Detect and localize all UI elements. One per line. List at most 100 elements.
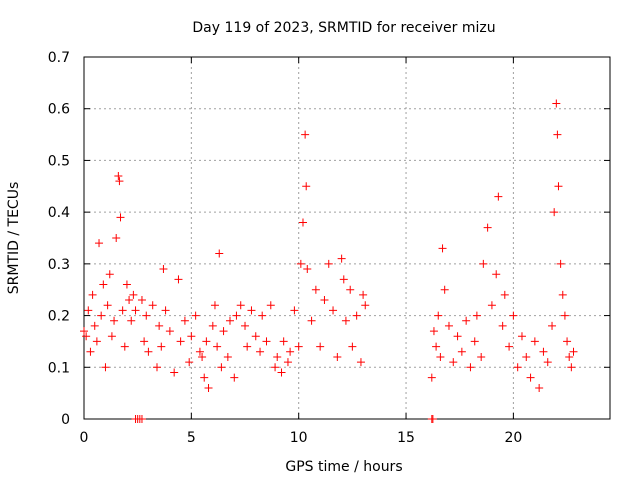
data-point xyxy=(565,352,574,361)
data-point xyxy=(127,316,136,325)
data-point xyxy=(204,383,213,392)
data-point xyxy=(115,177,124,186)
data-point xyxy=(320,296,329,305)
data-point xyxy=(432,342,441,351)
data-point xyxy=(440,285,449,294)
data-point xyxy=(241,321,250,330)
data-point xyxy=(215,249,224,258)
x-tick-label: 20 xyxy=(504,430,522,446)
data-point xyxy=(223,352,232,361)
data-point xyxy=(107,332,116,341)
data-point xyxy=(286,347,295,356)
y-tick-label: 0.1 xyxy=(48,360,70,376)
y-tick-label: 0.3 xyxy=(48,257,70,273)
data-point xyxy=(487,301,496,310)
data-point xyxy=(202,337,211,346)
data-point xyxy=(307,316,316,325)
data-point xyxy=(563,337,572,346)
x-axis-label: GPS time / hours xyxy=(285,459,402,475)
data-point xyxy=(200,373,209,382)
data-point xyxy=(438,244,447,253)
data-point xyxy=(316,342,325,351)
y-tick-label: 0.6 xyxy=(48,102,70,118)
data-point xyxy=(554,182,563,191)
data-point xyxy=(329,306,338,315)
data-point xyxy=(80,327,88,336)
data-point xyxy=(148,301,157,310)
data-point xyxy=(129,290,138,299)
data-point xyxy=(296,259,305,268)
data-point xyxy=(247,306,256,315)
data-point xyxy=(225,316,234,325)
data-point xyxy=(333,352,342,361)
data-point xyxy=(500,290,509,299)
data-point xyxy=(530,337,539,346)
data-point xyxy=(92,337,101,346)
data-point xyxy=(118,306,127,315)
data-point xyxy=(195,347,204,356)
data-point xyxy=(210,301,219,310)
data-point xyxy=(324,259,333,268)
data-point xyxy=(498,321,507,330)
data-point xyxy=(569,347,578,356)
data-point xyxy=(125,296,134,305)
data-point xyxy=(356,358,365,367)
grid xyxy=(84,57,610,419)
y-tick-label: 0.5 xyxy=(48,153,70,169)
data-point xyxy=(155,321,164,330)
data-point xyxy=(436,352,445,361)
data-point xyxy=(230,373,239,382)
data-point xyxy=(88,290,97,299)
x-tick-label: 15 xyxy=(397,430,415,446)
data-point xyxy=(140,337,149,346)
data-point xyxy=(258,311,267,320)
data-point xyxy=(271,363,280,372)
data-point xyxy=(453,332,462,341)
data-point xyxy=(560,311,569,320)
data-point xyxy=(477,352,486,361)
data-point xyxy=(97,311,106,320)
data-point xyxy=(428,415,437,423)
data-point xyxy=(180,316,189,325)
data-point xyxy=(539,347,548,356)
data-point xyxy=(122,280,131,289)
data-point xyxy=(243,342,252,351)
data-point xyxy=(161,306,170,315)
data-point xyxy=(137,415,146,423)
data-point xyxy=(232,311,241,320)
data-point xyxy=(449,358,458,367)
y-tick-labels: 0 0.1 0.2 0.3 0.4 0.5 0.6 0.7 xyxy=(48,50,70,428)
data-point xyxy=(99,280,108,289)
data-point xyxy=(457,347,466,356)
data-point xyxy=(298,218,307,227)
data-point xyxy=(311,285,320,294)
data-point xyxy=(277,368,286,377)
y-tick-label: 0 xyxy=(61,412,70,428)
data-point xyxy=(548,321,557,330)
x-tick-label: 0 xyxy=(80,430,89,446)
plot-frame xyxy=(83,56,611,420)
data-point xyxy=(470,337,479,346)
data-point xyxy=(120,342,129,351)
data-point xyxy=(131,306,140,315)
data-point xyxy=(157,342,166,351)
data-point xyxy=(301,130,310,139)
data-point xyxy=(535,383,544,392)
data-point xyxy=(558,290,567,299)
data-point xyxy=(341,316,350,325)
data-point xyxy=(152,363,161,372)
data-point xyxy=(213,342,222,351)
data-point xyxy=(116,213,125,222)
data-point xyxy=(552,99,561,108)
x-tick-labels: 0 5 10 15 20 xyxy=(80,430,523,446)
data-point xyxy=(567,363,576,372)
data-point xyxy=(283,358,292,367)
data-point xyxy=(219,327,228,336)
data-point xyxy=(198,352,207,361)
data-point xyxy=(101,363,110,372)
data-point xyxy=(434,311,443,320)
data-point xyxy=(273,352,282,361)
data-point xyxy=(187,332,196,341)
